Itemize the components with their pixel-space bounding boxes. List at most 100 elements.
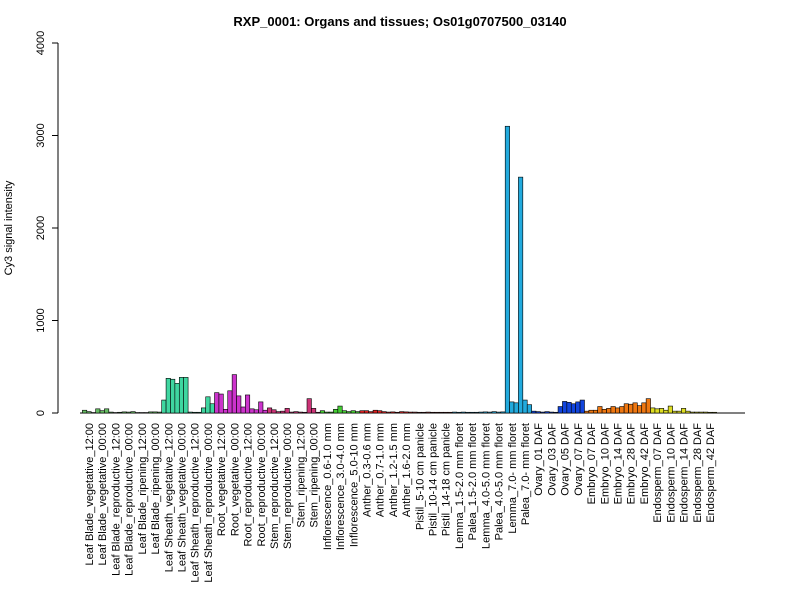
bar <box>280 410 286 414</box>
x-tick-label: Endosperm_42 DAF <box>705 423 717 523</box>
bar <box>328 411 334 414</box>
bar <box>465 411 471 414</box>
x-tick-label: Stem_ripening_00:00 <box>309 423 321 528</box>
bar <box>487 411 493 414</box>
bar <box>588 409 594 414</box>
bar <box>130 411 136 414</box>
bar <box>500 411 506 414</box>
x-tick-label: Anther_1.6-2.0 mm <box>401 423 413 517</box>
bar <box>610 406 616 414</box>
bar <box>341 410 347 414</box>
bar <box>267 407 273 414</box>
x-tick-label: Embryo_14 DAF <box>613 423 625 505</box>
x-tick-label: Inflorescence_3.0-4.0 mm <box>335 423 347 550</box>
bar <box>403 411 409 414</box>
bar <box>707 411 713 414</box>
bar <box>205 396 211 414</box>
bar <box>430 411 436 414</box>
bar <box>275 411 281 414</box>
bar <box>297 411 303 414</box>
bar <box>645 398 651 414</box>
x-tick-label: Embryo_42 DAF <box>639 423 651 505</box>
bar <box>117 411 123 414</box>
bar <box>575 401 581 414</box>
x-tick-label: Anther_1.2-1.5 mm <box>388 423 400 517</box>
y-tick-label: 4000 <box>35 31 47 55</box>
bar <box>156 411 162 414</box>
x-tick-labels: Leaf Blade_vegetative_12:00 Leaf Blade_ve… <box>84 423 717 583</box>
bar <box>531 410 537 414</box>
bar <box>82 409 88 414</box>
bar <box>390 411 396 414</box>
bar <box>469 411 475 414</box>
x-tick-label: Palea_4.0-5.0 mm floret <box>494 423 506 540</box>
bar <box>641 402 647 414</box>
y-tick-label: 0 <box>35 410 47 416</box>
bar <box>126 411 132 414</box>
x-tick-label: Lemma_7.0- mm floret <box>507 423 519 534</box>
y-axis: 0 1000 2000 3000 4000 <box>35 31 59 416</box>
x-tick-label: Leaf Blade_reproductive_00:00 <box>124 423 136 576</box>
bar <box>522 399 528 414</box>
x-tick-label: Ovary_01 DAF <box>533 423 545 496</box>
bar <box>99 410 105 414</box>
bar <box>223 408 229 414</box>
bar <box>597 406 603 414</box>
bar <box>592 409 598 414</box>
bar <box>570 403 576 414</box>
bar <box>553 411 559 414</box>
bar <box>544 411 550 414</box>
bar <box>399 411 405 414</box>
bar <box>663 409 669 414</box>
bar <box>478 411 484 414</box>
bar <box>443 411 449 414</box>
bar <box>346 411 352 414</box>
bar <box>174 383 180 414</box>
x-tick-label: Pistil_14-18 cm panicle <box>441 423 453 536</box>
bar <box>452 411 458 414</box>
bar <box>245 394 251 414</box>
x-tick-label: Ovary_07 DAF <box>573 423 585 496</box>
bar <box>491 411 497 414</box>
bar <box>104 408 110 414</box>
bar <box>152 411 158 414</box>
bar <box>350 410 356 414</box>
bar <box>681 408 687 414</box>
bar <box>302 411 308 414</box>
x-tick-label: Endosperm_14 DAF <box>679 423 691 523</box>
bar <box>540 411 546 414</box>
bar <box>676 410 682 414</box>
x-tick-label: Endosperm_07 DAF <box>652 423 664 523</box>
bar <box>315 411 321 414</box>
bar <box>579 399 585 414</box>
bar <box>183 377 189 414</box>
bar <box>218 393 224 414</box>
bar <box>637 405 643 414</box>
bar <box>95 408 101 414</box>
bar <box>236 395 242 414</box>
x-tick-label: Endosperm_10 DAF <box>665 423 677 523</box>
x-tick-label: Leaf Sheath_reproductive_12:00 <box>190 423 202 583</box>
bar <box>412 411 418 414</box>
bar <box>548 411 554 414</box>
bar <box>601 408 607 414</box>
bar <box>385 411 391 414</box>
x-tick-label: Leaf Sheath_vegetative_00:00 <box>176 423 188 572</box>
bar <box>148 411 154 414</box>
x-tick-label: Root_reproductive_00:00 <box>256 423 268 547</box>
bar <box>447 411 453 414</box>
bar <box>632 402 638 414</box>
x-tick-label: Palea_7.0- mm floret <box>520 423 532 525</box>
x-tick-label: Leaf Blade_ripening_12:00 <box>137 423 149 555</box>
bar <box>504 125 510 414</box>
x-tick-label: Lemma_4.0-5.0 mm floret <box>480 423 492 549</box>
x-tick-label: Root_vegetative_00:00 <box>229 423 241 536</box>
x-tick-label: Pistil_5-10 cm panicle <box>414 423 426 530</box>
bar <box>187 411 193 414</box>
bar <box>650 407 656 414</box>
bar <box>201 407 207 414</box>
bar <box>425 411 431 414</box>
x-tick-label: Palea_1.5-2.0 mm floret <box>467 423 479 540</box>
bar <box>526 404 532 414</box>
bar <box>394 411 400 414</box>
